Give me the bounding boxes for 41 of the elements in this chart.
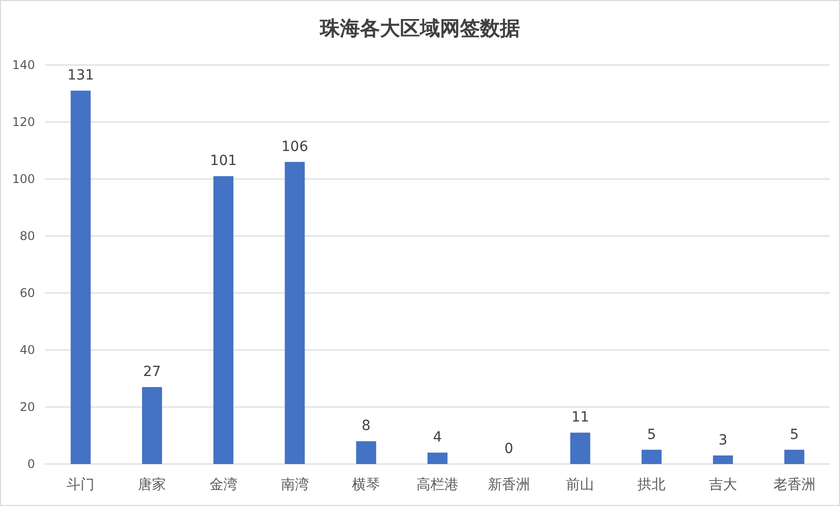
chart-title: 珠海各大区域网签数据: [319, 18, 520, 40]
x-tick-label: 新香洲: [488, 477, 530, 493]
x-tick-label: 南湾: [280, 477, 309, 493]
y-tick-label: 60: [20, 286, 35, 300]
bar: [642, 450, 662, 464]
data-label: 131: [67, 68, 94, 84]
data-label: 101: [210, 153, 237, 170]
y-tick-label: 0: [27, 457, 35, 471]
bar: [213, 176, 234, 464]
data-label: 5: [790, 426, 799, 443]
y-tick-label: 120: [12, 115, 35, 129]
y-tick-label: 80: [20, 229, 35, 243]
data-label: 27: [143, 364, 161, 380]
data-label: 8: [362, 418, 371, 434]
y-tick-label: 40: [20, 343, 35, 357]
data-label: 11: [571, 410, 590, 426]
data-label: 5: [647, 426, 656, 443]
bar: [784, 450, 804, 464]
bar: [428, 452, 448, 464]
bar: [70, 90, 91, 464]
y-tick-label: 20: [20, 400, 35, 414]
data-label: 3: [718, 432, 728, 448]
bar: [570, 432, 590, 464]
bar: [712, 455, 733, 464]
bar: [142, 387, 162, 464]
bar: [284, 162, 305, 464]
x-tick-label: 老香洲: [773, 477, 816, 493]
x-tick-label: 唐家: [138, 477, 166, 493]
x-tick-label: 高栏港: [416, 477, 458, 493]
y-tick-label: 100: [12, 172, 35, 186]
data-label: 0: [504, 441, 514, 457]
data-label: 4: [433, 430, 442, 446]
x-tick-label: 金湾: [209, 477, 238, 493]
y-tick-label: 140: [12, 58, 35, 72]
x-tick-label: 拱北: [638, 477, 666, 493]
data-label: 106: [281, 138, 308, 155]
bar: [356, 441, 376, 464]
x-tick-label: 斗门: [66, 477, 95, 493]
x-tick-label: 横琴: [352, 477, 380, 493]
x-tick-label: 吉大: [708, 477, 737, 493]
x-tick-label: 前山: [566, 477, 594, 493]
